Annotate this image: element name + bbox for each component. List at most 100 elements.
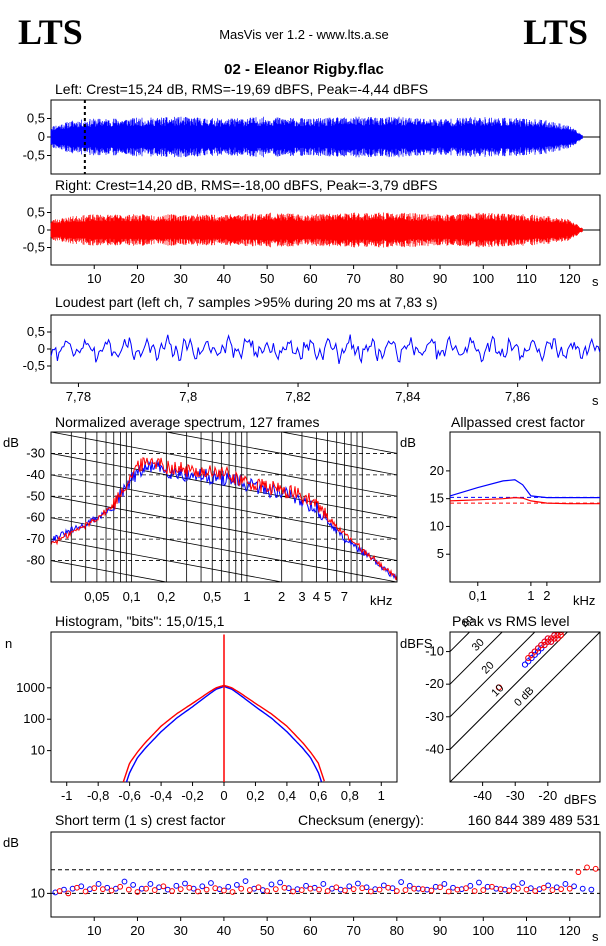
peak-rms-frame <box>449 631 601 783</box>
peak-rms-point-right <box>554 632 561 639</box>
loudest-frame <box>50 314 601 384</box>
crest-point-left <box>510 883 517 890</box>
crest-point-right <box>558 886 564 893</box>
crest-point-left <box>476 879 482 886</box>
peak-rms-point-right <box>538 641 545 649</box>
right-waveform-xtick-3: 40 <box>217 271 231 286</box>
crest-point-left <box>182 880 188 887</box>
crest-point-left <box>233 881 240 888</box>
crest-point-right <box>203 886 210 893</box>
crest-frame <box>50 831 601 918</box>
crest-point-right <box>91 885 98 892</box>
histogram-y-unit: n <box>5 636 12 651</box>
allpassed-ytick-0: 20 <box>430 463 444 478</box>
spectrum-slope-40 <box>51 517 397 582</box>
crest-point-left <box>121 878 128 885</box>
allpassed-ytick-1: 15 <box>430 491 444 506</box>
crest-xtick-9: 100 <box>472 923 494 938</box>
loudest-ytick-2: -0,5 <box>23 358 45 373</box>
peak-rms-diagonal-3 <box>450 632 569 751</box>
peak-rms-ytick-1: -20 <box>425 676 444 691</box>
crest-xtick-11: 120 <box>559 923 581 938</box>
crest-point-right <box>74 884 80 891</box>
peak-rms-point-right <box>528 651 535 658</box>
right-waveform-xtick-6: 70 <box>346 271 360 286</box>
peak-rms-point-right <box>525 654 532 662</box>
spectrum-y-unit: dB <box>3 435 19 450</box>
allpassed-xtick-2: 2 <box>543 588 550 603</box>
crest-xtick-0: 10 <box>87 923 101 938</box>
peak-rms-point-right <box>544 635 551 642</box>
peak-rms-xtick-1: -30 <box>506 788 525 803</box>
crest-xtick-2: 30 <box>173 923 187 938</box>
crest-point-right <box>367 888 374 895</box>
right-waveform-xtick-1: 20 <box>130 271 144 286</box>
peak-rms-point-right <box>544 638 551 645</box>
crest-point-right <box>428 887 435 894</box>
crest-xtick-4: 50 <box>260 923 274 938</box>
peak-rms-diagonal-label-2: 20 <box>480 659 497 676</box>
crest-point-right <box>402 887 409 893</box>
crest-point-right <box>506 887 513 894</box>
peak-rms-x-unit: dBFS <box>564 792 597 807</box>
crest-point-right <box>246 887 253 893</box>
crest-y-unit: dB <box>3 835 19 850</box>
allpassed-ytick-2: 10 <box>430 518 444 533</box>
peak-rms-point-right <box>495 684 503 691</box>
spectrum-slope-130 <box>51 325 397 389</box>
peak-rms-point-right <box>551 632 558 639</box>
right-waveform-xtick-11: 120 <box>559 271 581 286</box>
left-waveform-ytick-1: 0 <box>38 129 45 144</box>
crest-xtick-10: 110 <box>516 923 537 938</box>
histogram-xtick-10: 1 <box>378 788 385 803</box>
spectrum-frame <box>50 431 398 583</box>
spectrum-series-right <box>51 457 397 581</box>
spectrum-ytick-0: -30 <box>26 445 45 460</box>
crest-point-right <box>125 886 132 893</box>
crest-point-left <box>277 879 284 886</box>
crest-point-right <box>229 889 236 895</box>
spectrum-xtick-6: 3 <box>298 589 305 604</box>
crest-xtick-5: 60 <box>303 923 317 938</box>
peak-rms-xtick-2: -20 <box>538 788 557 803</box>
spectrum-xtick-0: 0,05 <box>84 589 109 604</box>
peak-rms-ytick-2: -30 <box>425 709 444 724</box>
crest-point-left <box>346 883 353 890</box>
crest-point-right <box>324 888 331 894</box>
peak-rms-point-left <box>531 651 538 658</box>
crest-point-left <box>380 882 387 889</box>
crest-x-unit: s <box>592 929 599 944</box>
crest-point-right <box>445 888 452 895</box>
right-waveform-ytick-2: -0,5 <box>23 240 45 255</box>
file-title: 02 - Eleanor Rigby.flac <box>224 61 384 78</box>
histogram-ytick-0: 1000 <box>16 680 45 695</box>
spectrum-slope-120 <box>51 346 397 410</box>
histogram-xtick-3: -0,4 <box>150 788 172 803</box>
spectrum-slope-30 <box>51 538 284 582</box>
allpassed-x-unit: kHz <box>573 593 595 608</box>
crest-point-right <box>143 885 150 892</box>
loudest-signal <box>50 334 601 365</box>
left-waveform-signal <box>50 116 583 158</box>
checksum-label: Checksum (energy): <box>298 812 424 828</box>
crest-point-right <box>65 890 72 897</box>
spectrum-xtick-7: 4 <box>313 589 320 604</box>
spectrum-grid <box>51 325 397 582</box>
right-waveform-xtick-10: 110 <box>516 271 537 286</box>
histogram-ytick-2: 10 <box>31 743 45 758</box>
peak-rms-ytick-3: -40 <box>425 741 444 756</box>
crest-point-right <box>195 888 201 895</box>
peak-rms-diagonal-label-3: 10 <box>489 682 506 699</box>
allpassed-series-left <box>449 479 600 499</box>
crest-point-right <box>298 887 305 893</box>
peak-rms-diagonal-label-1: 30 <box>470 637 487 654</box>
crest-point-right <box>411 885 418 892</box>
crest-point-right <box>117 883 124 890</box>
crest-point-left <box>320 881 327 887</box>
checksum-value: 160 844 389 489 531 <box>468 812 601 828</box>
crest-point-right <box>264 888 271 894</box>
peak-rms-point-left <box>521 661 529 668</box>
crest-point-left <box>147 881 154 887</box>
spectrum-slope-50 <box>51 495 397 561</box>
